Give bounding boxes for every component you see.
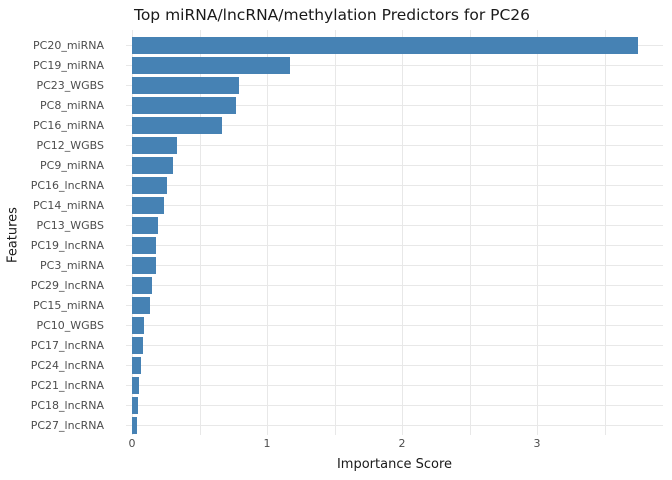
horizontal-gridline — [126, 345, 663, 346]
horizontal-gridline — [126, 105, 663, 106]
x-tick-label-2: 2 — [398, 437, 406, 450]
y-tick-label-PC12_WGBS: PC12_WGBS — [36, 138, 104, 152]
y-tick-label-PC24_lncRNA: PC24_lncRNA — [30, 358, 104, 372]
plot-panel — [126, 30, 663, 435]
bar-PC12_WGBS — [132, 136, 177, 154]
y-tick-label-PC16_lncRNA: PC16_lncRNA — [30, 178, 104, 192]
bar-PC3_miRNA — [132, 256, 157, 274]
y-tick-label-PC16_miRNA: PC16_miRNA — [33, 118, 104, 132]
vertical-gridline — [604, 30, 606, 435]
y-tick-label-PC29_lncRNA: PC29_lncRNA — [30, 278, 104, 292]
x-tick-label-3: 3 — [533, 437, 541, 450]
horizontal-gridline — [126, 265, 663, 266]
bar-PC13_WGBS — [132, 216, 158, 234]
y-tick-label-PC23_WGBS: PC23_WGBS — [36, 78, 104, 92]
y-tick-label-PC21_lncRNA: PC21_lncRNA — [30, 378, 104, 392]
x-axis-title: Importance Score — [336, 457, 453, 472]
vertical-gridline — [402, 30, 403, 435]
bar-PC18_lncRNA — [132, 396, 139, 414]
bar-PC17_lncRNA — [132, 336, 143, 354]
vertical-gridline — [267, 30, 268, 435]
y-tick-label-PC13_WGBS: PC13_WGBS — [36, 218, 104, 232]
horizontal-gridline — [126, 185, 663, 186]
bar-PC15_miRNA — [132, 296, 150, 314]
y-tick-label-PC18_lncRNA: PC18_lncRNA — [30, 398, 104, 412]
horizontal-gridline — [126, 205, 663, 206]
x-tick-label-1: 1 — [263, 437, 271, 450]
bar-PC20_miRNA — [132, 36, 639, 54]
y-tick-label-PC19_miRNA: PC19_miRNA — [33, 58, 104, 72]
horizontal-gridline — [126, 165, 663, 166]
bar-PC29_lncRNA — [132, 276, 153, 294]
y-tick-label-PC14_miRNA: PC14_miRNA — [33, 198, 104, 212]
vertical-gridline — [199, 30, 201, 435]
vertical-gridline — [537, 30, 538, 435]
horizontal-gridline — [126, 425, 663, 426]
horizontal-gridline — [126, 285, 663, 286]
y-tick-label-PC3_miRNA: PC3_miRNA — [40, 258, 104, 272]
y-tick-label-PC15_miRNA: PC15_miRNA — [33, 298, 104, 312]
horizontal-gridline — [126, 125, 663, 126]
y-tick-label-PC9_miRNA: PC9_miRNA — [40, 158, 104, 172]
y-tick-label-PC8_miRNA: PC8_miRNA — [40, 98, 104, 112]
horizontal-gridline — [126, 245, 663, 246]
bar-PC19_miRNA — [132, 56, 290, 74]
bar-PC14_miRNA — [132, 196, 165, 214]
bar-PC23_WGBS — [132, 76, 239, 94]
horizontal-gridline — [126, 385, 663, 386]
bar-PC19_lncRNA — [132, 236, 157, 254]
vertical-gridline — [469, 30, 471, 435]
y-tick-label-PC17_lncRNA: PC17_lncRNA — [30, 338, 104, 352]
horizontal-gridline — [126, 225, 663, 226]
bar-PC16_lncRNA — [132, 176, 168, 194]
vertical-gridline — [334, 30, 336, 435]
bar-PC24_lncRNA — [132, 356, 142, 374]
horizontal-gridline — [126, 305, 663, 306]
y-tick-label-PC20_miRNA: PC20_miRNA — [33, 38, 104, 52]
x-tick-label-0: 0 — [128, 437, 136, 450]
y-axis-title: Features — [5, 207, 21, 263]
horizontal-gridline — [126, 405, 663, 406]
y-tick-label-PC27_lncRNA: PC27_lncRNA — [30, 418, 104, 432]
bar-PC9_miRNA — [132, 156, 173, 174]
bar-PC21_lncRNA — [132, 376, 140, 394]
bar-PC27_lncRNA — [132, 416, 138, 434]
y-tick-label-PC19_lncRNA: PC19_lncRNA — [30, 238, 104, 252]
bar-PC8_miRNA — [132, 96, 236, 114]
horizontal-gridline — [126, 65, 663, 66]
bar-PC10_WGBS — [132, 316, 145, 334]
horizontal-gridline — [126, 365, 663, 366]
horizontal-gridline — [126, 85, 663, 86]
chart-title: Top miRNA/lncRNA/methylation Predictors … — [133, 6, 531, 24]
horizontal-gridline — [126, 145, 663, 146]
horizontal-gridline — [126, 325, 663, 326]
y-tick-label-PC10_WGBS: PC10_WGBS — [36, 318, 104, 332]
bar-PC16_miRNA — [132, 116, 223, 134]
